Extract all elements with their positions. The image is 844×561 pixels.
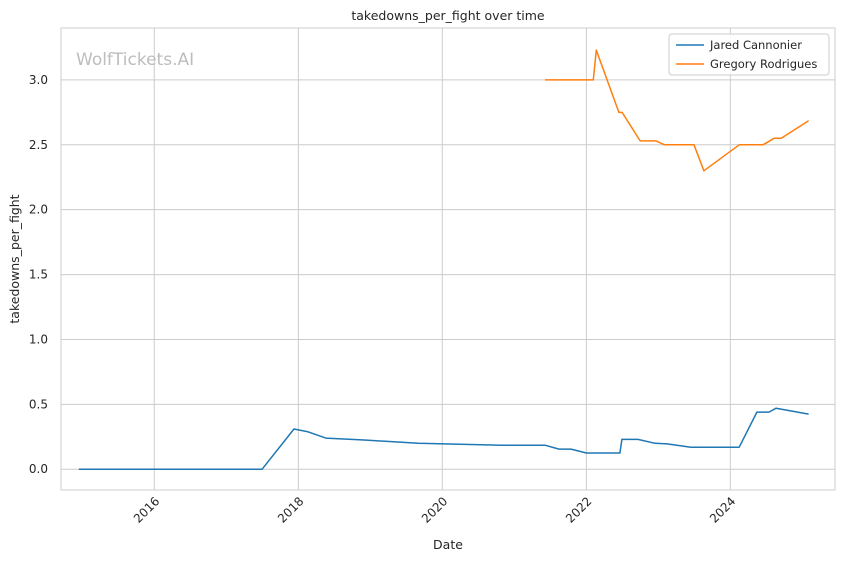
x-tick-label: 2024	[707, 494, 738, 525]
y-gridlines	[61, 79, 835, 470]
x-tick-label: 2022	[563, 494, 594, 525]
y-tick-label: 0.5	[29, 397, 48, 411]
series-line-0	[78, 407, 809, 470]
legend-items: Jared Cannonier Gregory Rodrigues	[676, 38, 817, 71]
chart-title: takedowns_per_fight over time	[351, 8, 545, 23]
y-axis-label: takedowns_per_fight	[7, 194, 22, 323]
y-tick-label: 1.5	[29, 268, 48, 282]
y-tick-labels: 0.0 0.5 1.0 1.5 2.0 2.5 3.0	[29, 73, 48, 476]
y-tick-label: 1.0	[29, 332, 48, 346]
series-line-1	[545, 49, 810, 172]
x-tick-label: 2016	[131, 494, 162, 525]
y-tick-label: 3.0	[29, 73, 48, 87]
x-axis-label: Date	[433, 537, 463, 552]
y-tick-label: 0.0	[29, 462, 48, 476]
x-tick-labels: 2016 2018 2020 2022 2024	[131, 494, 739, 525]
legend-label: Gregory Rodrigues	[710, 57, 817, 71]
legend-box	[668, 33, 830, 76]
plot-frame	[60, 27, 836, 491]
x-tick-label: 2018	[275, 494, 306, 525]
legend-label: Jared Cannonier	[709, 38, 802, 52]
x-gridlines	[153, 28, 731, 490]
x-tick-label: 2020	[419, 494, 450, 525]
legend: Jared Cannonier Gregory Rodrigues	[668, 33, 830, 76]
series-layer	[78, 49, 810, 470]
watermark-text: WolfTickets.AI	[76, 50, 194, 70]
y-tick-label: 2.0	[29, 203, 48, 217]
y-tick-label: 2.5	[29, 138, 48, 152]
